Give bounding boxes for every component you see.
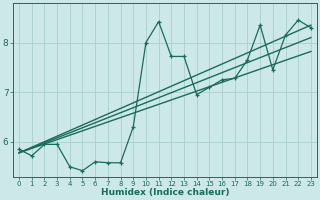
X-axis label: Humidex (Indice chaleur): Humidex (Indice chaleur) [101, 188, 229, 197]
